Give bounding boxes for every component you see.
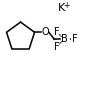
- Text: F: F: [54, 42, 59, 52]
- Text: +: +: [64, 1, 70, 10]
- Text: K: K: [58, 3, 65, 13]
- Text: O: O: [42, 27, 49, 37]
- Text: F: F: [54, 27, 59, 37]
- Text: F: F: [72, 34, 78, 44]
- Text: B: B: [61, 34, 68, 44]
